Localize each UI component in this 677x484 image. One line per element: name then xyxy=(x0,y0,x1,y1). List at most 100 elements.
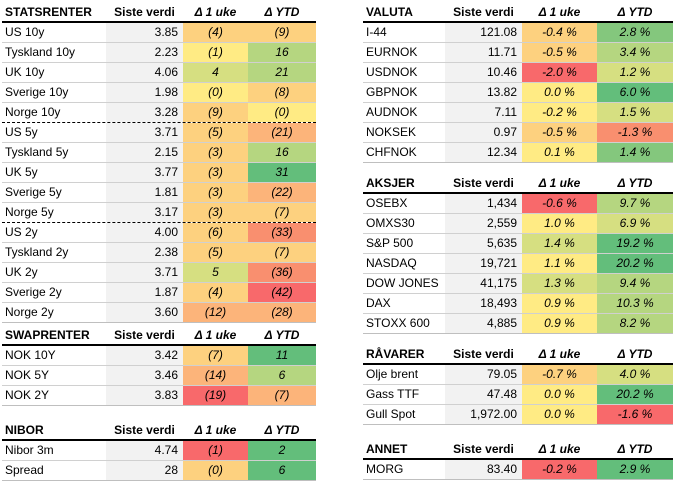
ytd-change-cell: 10.3 % xyxy=(597,294,673,313)
column-header-week-change: Δ 1 uke xyxy=(194,423,237,437)
table-row: US 10y 3.85 (4) (9) xyxy=(2,23,316,42)
last-value: 4.00 xyxy=(106,223,183,242)
column-header-week-change: Δ 1 uke xyxy=(194,328,237,342)
ytd-change-cell: 6.0 % xyxy=(597,83,673,102)
swaprenter-table: SWAPRENTER Siste verdi Δ 1 uke Δ YTD NOK 10Y… xyxy=(2,327,316,406)
week-change-cell: (3) xyxy=(183,163,248,182)
column-header-ytd-change: Δ YTD xyxy=(617,176,653,190)
table-row: USDNOK 10.46 -2.0 % 1.2 % xyxy=(363,62,673,82)
last-value: 3.85 xyxy=(106,23,183,42)
table-row: OMXS30 2,559 1.0 % 6.9 % xyxy=(363,213,673,233)
row-label: CHFNOK xyxy=(366,145,417,159)
table-bottom-border xyxy=(363,333,673,334)
ytd-change-cell: 6 xyxy=(248,366,316,385)
last-value: 0.97 xyxy=(445,123,522,142)
ytd-change-cell: (28) xyxy=(248,303,316,322)
week-change-cell: 0.1 % xyxy=(522,143,597,162)
week-change-cell: (0) xyxy=(183,83,248,102)
column-header-value: Siste verdi xyxy=(114,423,175,437)
last-value: 3.77 xyxy=(106,163,183,182)
row-label: Tyskland 5y xyxy=(5,145,69,159)
valuta-table: VALUTA Siste verdi Δ 1 uke Δ YTD I-44 121.08-… xyxy=(363,4,673,163)
table-row: CHFNOK 12.34 0.1 % 1.4 % xyxy=(363,142,673,162)
row-label: Sverige 5y xyxy=(5,185,62,199)
table-row: NOK 10Y 3.42 (7) 11 xyxy=(2,346,316,365)
table-title: VALUTA xyxy=(366,5,413,19)
week-change-cell: (9) xyxy=(183,103,248,122)
column-header-value: Siste verdi xyxy=(453,442,514,456)
ytd-change-cell: 2.9 % xyxy=(597,460,673,479)
table-row: I-44 121.08 -0.4 % 2.8 % xyxy=(363,23,673,42)
column-header-ytd-change: Δ YTD xyxy=(617,442,653,456)
week-change-cell: (7) xyxy=(183,346,248,365)
row-label: Norge 2y xyxy=(5,305,54,319)
week-change-cell: 5 xyxy=(183,263,248,282)
table-row: Norge 10y 3.28 (9) (0) xyxy=(2,102,316,122)
last-value: 18,493 xyxy=(445,294,522,313)
last-value: 1.81 xyxy=(106,183,183,202)
table-row: AUDNOK 7.11 -0.2 % 1.5 % xyxy=(363,102,673,122)
row-label: Olje brent xyxy=(366,367,419,381)
last-value: 1,434 xyxy=(445,194,522,213)
ytd-change-cell: 4.0 % xyxy=(597,365,673,384)
week-change-cell: (5) xyxy=(183,243,248,262)
column-header-week-change: Δ 1 uke xyxy=(538,176,581,190)
week-change-cell: 0.0 % xyxy=(522,385,597,404)
table-title: AKSJER xyxy=(366,176,415,190)
ytd-change-cell: 19.2 % xyxy=(597,234,673,253)
table-row: Olje brent 79.05 -0.7 % 4.0 % xyxy=(363,365,673,384)
row-label: AUDNOK xyxy=(366,105,418,119)
table-row: EURNOK 11.71 -0.5 % 3.4 % xyxy=(363,42,673,62)
week-change-cell: (3) xyxy=(183,203,248,222)
last-value: 3.60 xyxy=(106,303,183,322)
row-label: Norge 10y xyxy=(5,105,61,119)
week-change-cell: (19) xyxy=(183,386,248,405)
last-value: 10.46 xyxy=(445,63,522,82)
row-label: US 2y xyxy=(5,225,38,239)
ytd-change-cell: 3.4 % xyxy=(597,43,673,62)
last-value: 4.74 xyxy=(106,441,183,460)
row-label: UK 10y xyxy=(5,65,45,79)
row-label: Tyskland 2y xyxy=(5,245,69,259)
last-value: 4,885 xyxy=(445,314,522,333)
last-value: 2,559 xyxy=(445,214,522,233)
table-row: DOW JONES 41,175 1.3 % 9.4 % xyxy=(363,273,673,293)
last-value: 3.46 xyxy=(106,366,183,385)
column-header-week-change: Δ 1 uke xyxy=(538,442,581,456)
ytd-change-cell: 16 xyxy=(248,43,316,62)
row-label: OSEBX xyxy=(366,196,408,210)
week-change-cell: (6) xyxy=(183,223,248,242)
table-bottom-border xyxy=(363,479,673,480)
row-label: Gass TTF xyxy=(366,387,420,401)
last-value: 1.98 xyxy=(106,83,183,102)
table-row: Sverige 10y 1.98 (0) (8) xyxy=(2,82,316,102)
last-value: 3.83 xyxy=(106,386,183,405)
aksjer-table: AKSJER Siste verdi Δ 1 uke Δ YTD OSEBX 1,434-… xyxy=(363,175,673,334)
row-label: UK 5y xyxy=(5,165,38,179)
table-row: Gull Spot 1,972.00 0.0 % -1.6 % xyxy=(363,404,673,424)
table-row: NOK 2Y 3.83 (19) (7) xyxy=(2,385,316,405)
table-row: MORG 83.40 -0.2 % 2.9 % xyxy=(363,460,673,479)
week-change-cell: -0.5 % xyxy=(522,43,597,62)
table-header: AKSJER Siste verdi Δ 1 uke Δ YTD xyxy=(363,175,673,194)
ytd-change-cell: 2.8 % xyxy=(597,23,673,42)
week-change-cell: -0.2 % xyxy=(522,103,597,122)
row-label: GBPNOK xyxy=(366,85,418,99)
nibor-table: NIBOR Siste verdi Δ 1 uke Δ YTD Nibor 3m 4.74… xyxy=(2,422,316,481)
table-header: ANNET Siste verdi Δ 1 uke Δ YTD xyxy=(363,441,673,460)
ytd-change-cell: 9.4 % xyxy=(597,274,673,293)
table-row: NOK 5Y 3.46 (14) 6 xyxy=(2,365,316,385)
week-change-cell: (0) xyxy=(183,461,248,480)
week-change-cell: (3) xyxy=(183,143,248,162)
ytd-change-cell: 21 xyxy=(248,63,316,82)
table-title: RÅVARER xyxy=(366,347,425,361)
week-change-cell: (3) xyxy=(183,183,248,202)
row-label: EURNOK xyxy=(366,45,418,59)
ytd-change-cell: (7) xyxy=(248,203,316,222)
row-label: USDNOK xyxy=(366,65,418,79)
row-label: Sverige 2y xyxy=(5,285,62,299)
ytd-change-cell: (21) xyxy=(248,123,316,142)
row-label: NOK 5Y xyxy=(5,368,50,382)
column-header-value: Siste verdi xyxy=(453,176,514,190)
table-row: Tyskland 5y 2.15 (3) 16 xyxy=(2,142,316,162)
